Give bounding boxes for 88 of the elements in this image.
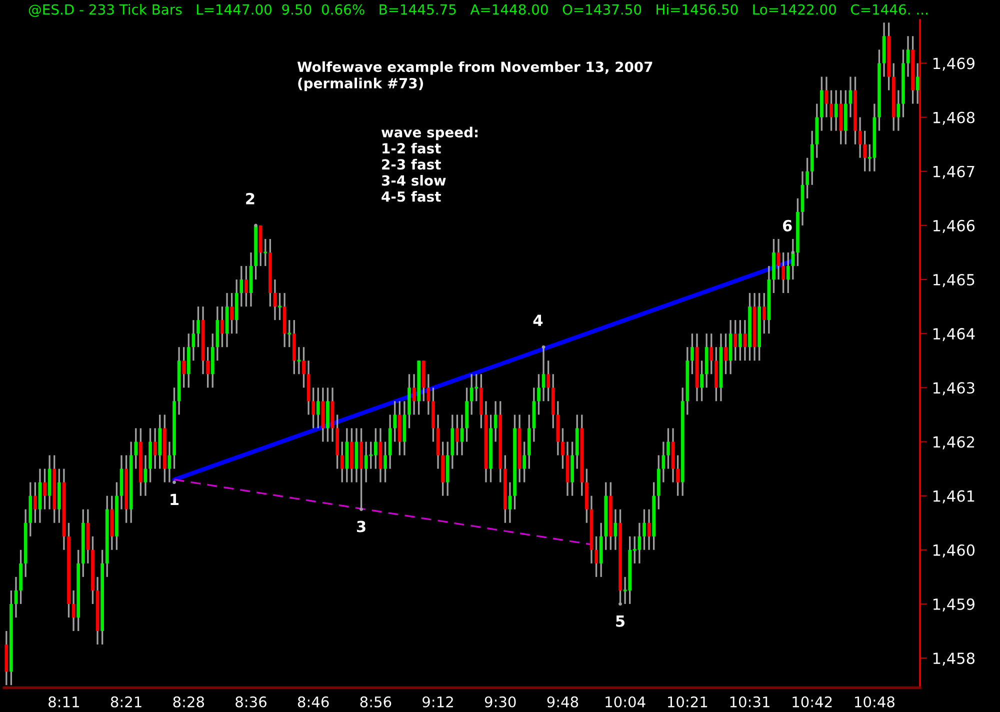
point bbox=[360, 508, 363, 512]
x-tick-label: 9:30 bbox=[484, 696, 516, 708]
series-label: 3 bbox=[356, 520, 366, 532]
candlestick bbox=[662, 440, 666, 484]
candlestick bbox=[724, 332, 728, 375]
candlestick bbox=[522, 440, 526, 484]
x-tick-label: 10:42 bbox=[792, 696, 832, 708]
point bbox=[542, 345, 546, 349]
series-label: 1 bbox=[170, 494, 179, 506]
y-tick-label: 1,461 bbox=[933, 490, 974, 504]
y-tick-label: 1,467 bbox=[933, 166, 974, 179]
candlestick bbox=[384, 440, 387, 484]
candlestick bbox=[393, 400, 397, 443]
candlestick bbox=[286, 319, 292, 348]
candlestick bbox=[240, 265, 244, 308]
candlestick bbox=[594, 536, 598, 578]
series-label: 6 bbox=[782, 220, 792, 232]
series-label: 4 bbox=[533, 314, 543, 326]
annotation: wave speed: 1-2 fast 2-3 fast 3-4 slow 4-5 fast bbox=[381, 126, 478, 202]
candlestick bbox=[537, 373, 540, 416]
candlestick bbox=[182, 346, 186, 388]
x-tick-label: 9:12 bbox=[422, 696, 453, 708]
x-tick-label: 8:56 bbox=[360, 696, 392, 708]
text: @ES.D - 233 Tick Bars L=1447.00 9.50 0.66% B=1445.75 A=1448.00 O=1437.50 Hi=1456.50 Lo=1422.00 C=1446. ... bbox=[28, 4, 928, 17]
x-tick-label: 8:36 bbox=[236, 696, 266, 708]
candlestick bbox=[33, 481, 37, 524]
text: Wolfewave example from November 13, 2007 bbox=[297, 61, 652, 75]
x-tick-label: 8:28 bbox=[173, 696, 204, 708]
point bbox=[254, 224, 258, 228]
point bbox=[618, 602, 622, 606]
candlestick bbox=[676, 454, 680, 497]
candlestick bbox=[700, 360, 704, 402]
y-tick-label: 1,460 bbox=[933, 544, 975, 558]
candlestick bbox=[220, 306, 224, 348]
x-tick-label: 8:46 bbox=[298, 696, 329, 708]
candlestick bbox=[690, 332, 694, 375]
x-tick-label: 10:21 bbox=[668, 696, 708, 708]
candlestick bbox=[782, 252, 785, 294]
candlestick bbox=[302, 346, 306, 388]
candlestick bbox=[230, 292, 234, 334]
y-tick-label: 1,469 bbox=[933, 58, 974, 71]
candlestick bbox=[734, 319, 738, 362]
candlestick bbox=[786, 252, 790, 294]
candlestick bbox=[153, 427, 157, 470]
y-tick-label: 1,464 bbox=[933, 328, 975, 342]
x-tick-label: 8:21 bbox=[110, 696, 142, 708]
candlestick bbox=[806, 157, 809, 200]
y-tick-label: 1,465 bbox=[933, 274, 974, 288]
candlestick bbox=[561, 427, 564, 470]
y-tick-label: 1,458 bbox=[933, 652, 974, 666]
candlestick bbox=[916, 62, 920, 105]
candlestick bbox=[824, 76, 828, 118]
series-label: 5 bbox=[616, 616, 625, 627]
text: (permalink #73) bbox=[298, 78, 424, 92]
candlestick bbox=[277, 292, 282, 321]
x-tick-label: 10:31 bbox=[730, 696, 770, 708]
candlestick bbox=[710, 332, 714, 375]
y-tick-label: 1,463 bbox=[933, 382, 974, 396]
candlestick bbox=[43, 468, 46, 510]
candlestick bbox=[206, 346, 210, 388]
candlestick bbox=[863, 130, 867, 172]
candlestick bbox=[244, 265, 248, 308]
candlestick bbox=[316, 386, 320, 430]
candlestick bbox=[312, 386, 316, 430]
y-tick-label: 1,466 bbox=[933, 220, 975, 234]
candlestick bbox=[896, 89, 900, 132]
candlestick bbox=[834, 89, 838, 132]
candlestick bbox=[642, 508, 646, 551]
y-tick-label: 1,462 bbox=[933, 436, 974, 450]
candlestick bbox=[340, 440, 344, 484]
candlestick bbox=[848, 76, 852, 118]
x-tick-label: 10:04 bbox=[606, 696, 646, 708]
candlestick bbox=[456, 414, 459, 456]
candlestick bbox=[546, 360, 550, 402]
x-tick-label: 9:48 bbox=[547, 696, 578, 708]
y-tick-label: 1,459 bbox=[933, 598, 974, 612]
x-tick-label: 10:48 bbox=[855, 696, 894, 708]
series-label: 2 bbox=[246, 192, 254, 204]
candlestick bbox=[196, 306, 200, 348]
x-tick-label: 8:11 bbox=[48, 696, 79, 708]
candlestick bbox=[666, 427, 670, 470]
point bbox=[791, 250, 795, 254]
candlestick bbox=[738, 319, 742, 362]
point bbox=[172, 480, 176, 484]
y-tick-label: 1,468 bbox=[933, 112, 974, 125]
candlestick bbox=[762, 292, 766, 334]
candlestick bbox=[134, 427, 138, 470]
candlestick bbox=[830, 89, 833, 132]
